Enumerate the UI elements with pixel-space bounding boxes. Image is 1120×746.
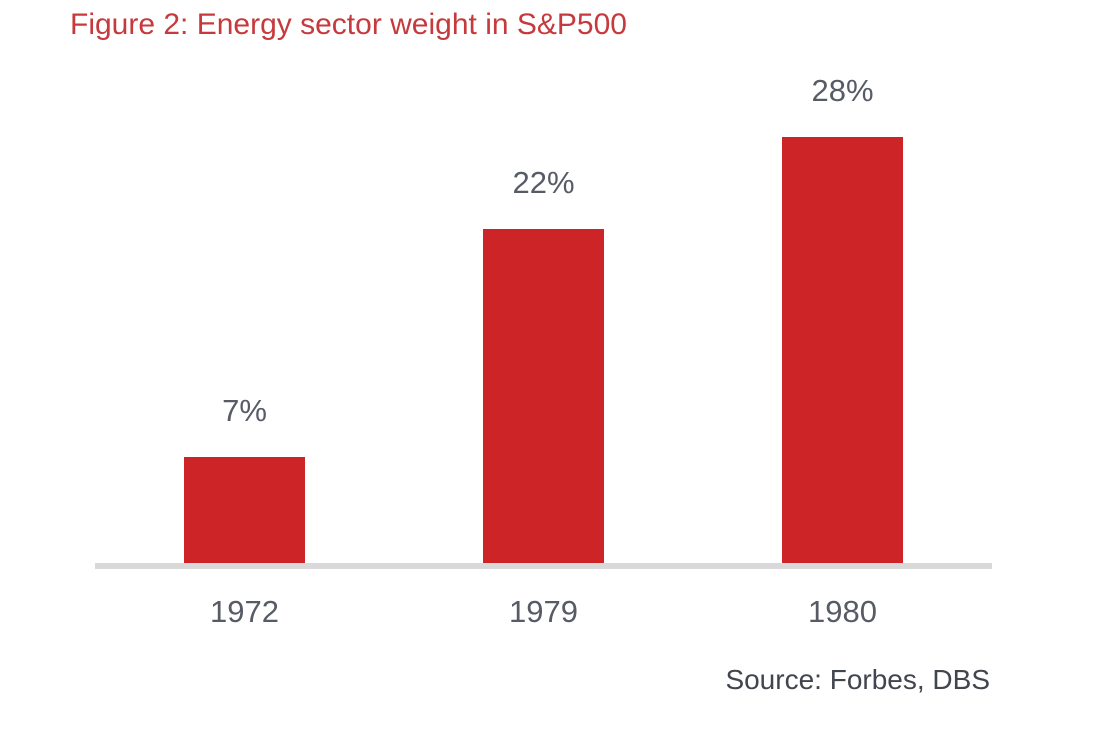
x-axis-line	[95, 563, 992, 569]
source-note: Source: Forbes, DBS	[725, 664, 990, 695]
x-tick-label-1972: 1972	[210, 594, 279, 629]
bar-1980	[782, 137, 903, 563]
bar-value-label-1972: 7%	[222, 393, 267, 428]
bar-1979	[483, 229, 604, 563]
bar-1972	[184, 457, 305, 563]
bar-value-label-1980: 28%	[811, 73, 874, 108]
x-tick-label-1980: 1980	[808, 594, 877, 629]
figure-title: Figure 2: Energy sector weight in S&P500	[70, 8, 627, 41]
x-tick-label-1979: 1979	[509, 594, 578, 629]
bar-value-label-1979: 22%	[512, 165, 575, 200]
